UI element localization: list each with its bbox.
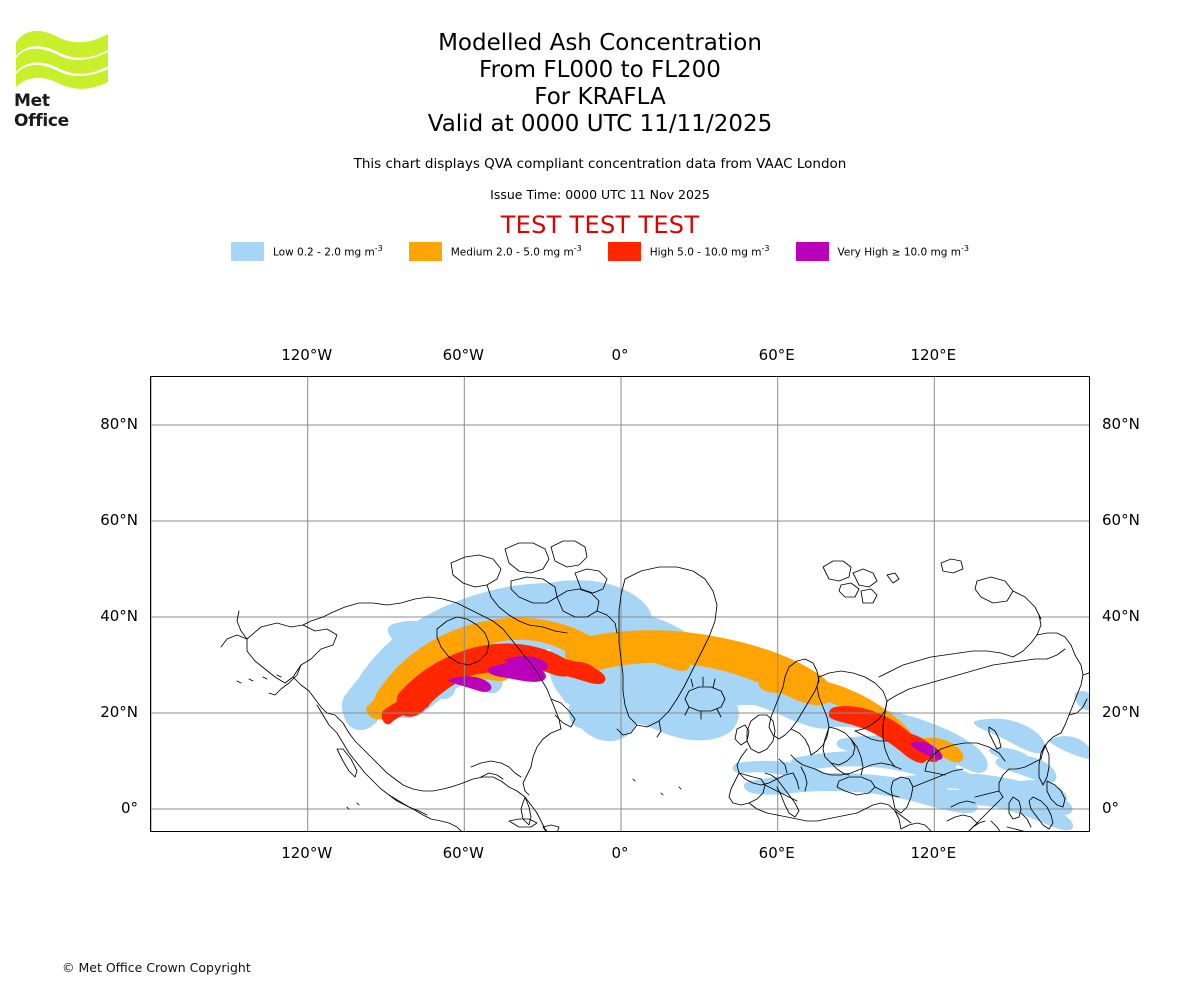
lat-tick-left-60n: 60°N [100,511,138,529]
legend-swatch-very-high [795,242,829,261]
lon-tick-bottom-60w: 60°W [442,844,485,862]
title-volcano: For KRAFLA [534,84,666,110]
legend-item-high: High 5.0 - 10.0 mg m-3 [607,242,770,261]
chart-subtitle: This chart displays QVA compliant concen… [353,156,847,172]
copyright-text: © Met Office Crown Copyright [62,960,251,975]
met-office-wave-icon [16,30,108,89]
lon-tick-bottom-120w: 120°W [281,844,333,862]
concentration-legend: Low 0.2 - 2.0 mg m-3 Medium 2.0 - 5.0 mg… [0,242,1200,261]
lon-tick-top-60e: 60°E [758,346,795,364]
lat-tick-right-0: 0° [1102,799,1120,817]
lat-tick-left-20n: 20°N [100,703,138,721]
lat-tick-left-0: 0° [120,799,138,817]
lat-tick-right-40n: 40°N [1102,607,1140,625]
legend-item-medium: Medium 2.0 - 5.0 mg m-3 [408,242,582,261]
lat-tick-left-40n: 40°N [100,607,138,625]
lat-tick-left-80n: 80°N [100,415,138,433]
legend-swatch-low [231,242,264,261]
met-office-logo: Met Office [14,28,110,131]
title-flight-levels: From FL000 to FL200 [479,57,721,83]
lat-tick-right-60n: 60°N [1102,511,1140,529]
title-valid-time: Valid at 0000 UTC 11/11/2025 [427,111,773,137]
legend-item-low: Low 0.2 - 2.0 mg m-3 [231,242,383,261]
issue-time-text: Issue Time: 0000 UTC 11 Nov 2025 [490,187,710,202]
legend-label-medium: Medium 2.0 - 5.0 mg m-3 [450,244,582,259]
lon-tick-bottom-60e: 60°E [758,844,795,862]
page-title: Modelled Ash Concentration [438,30,762,56]
legend-label-very-high: Very High ≥ 10.0 mg m-3 [837,244,969,259]
lon-tick-bottom-120e: 120°E [910,844,957,862]
lon-tick-top-0: 0° [611,346,629,364]
lat-tick-right-20n: 20°N [1102,703,1140,721]
map-gridlines [151,377,1089,831]
legend-label-low: Low 0.2 - 2.0 mg m-3 [273,244,383,259]
lon-tick-top-60w: 60°W [442,346,485,364]
map-coastlines [220,540,1089,831]
lon-tick-top-120w: 120°W [281,346,333,364]
lon-tick-bottom-0: 0° [611,844,629,862]
legend-label-high: High 5.0 - 10.0 mg m-3 [649,244,770,259]
legend-item-very-high: Very High ≥ 10.0 mg m-3 [795,242,969,261]
lat-tick-right-80n: 80°N [1102,415,1140,433]
ash-concentration-map[interactable]: 120°W 60°W 0° 60°E 120°E 120°W 60°W 0° 6… [100,346,1140,862]
legend-swatch-medium [408,242,442,261]
met-office-logo-text: Met Office [14,91,69,131]
map-canvas [151,377,1089,831]
chart-header: Modelled Ash Concentration From FL000 to… [0,0,1200,239]
map-frame [150,376,1090,832]
lon-tick-top-120e: 120°E [910,346,957,364]
test-banner: TEST TEST TEST [500,211,700,239]
legend-swatch-high [607,242,641,261]
